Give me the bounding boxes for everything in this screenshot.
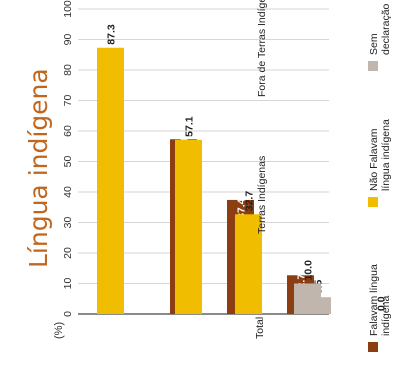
data-label: 87.3 — [106, 24, 118, 45]
unit-label: (%) — [53, 322, 65, 339]
tick-label: 50 — [62, 156, 74, 168]
legend-label: declaração — [380, 3, 392, 55]
bar — [235, 214, 262, 314]
bar — [97, 47, 124, 315]
category-label: Total — [254, 317, 266, 339]
tick-label: 100 — [62, 0, 74, 18]
data-label: 0.0 — [376, 296, 388, 311]
legend: Falavam língua indígena Não Falavam língua … — [368, 3, 392, 352]
legend-label: Falavam língua — [368, 264, 380, 336]
bar — [294, 283, 321, 314]
tick-label: 10 — [62, 278, 74, 290]
tick-label: 90 — [62, 34, 74, 46]
tick-label: 0 — [62, 311, 74, 317]
legend-swatch — [368, 61, 378, 71]
tick-label: 40 — [62, 186, 74, 198]
data-label: 57.1 — [184, 116, 196, 137]
legend-label: língua indígena — [380, 119, 392, 191]
tick-label: 20 — [62, 247, 74, 259]
legend-swatch — [368, 342, 378, 352]
legend-label: Não Falavam — [368, 128, 380, 191]
tick-label: 80 — [62, 64, 74, 76]
category-labels: Total Terras Indígenas Fora de Terras Indí… — [254, 0, 268, 339]
legend-swatch — [368, 197, 378, 207]
data-label: 32.7 — [244, 191, 256, 212]
data-label: 10.0 — [303, 260, 315, 281]
tick-label: 60 — [62, 125, 74, 137]
data-label: 37.4 — [236, 198, 248, 219]
tick-label: 70 — [62, 95, 74, 107]
chart-title: Língua indígena — [24, 68, 53, 268]
tick-label: 30 — [62, 217, 74, 229]
legend-label: indígena — [380, 296, 392, 336]
category-label: Fora de Terras Indígenas — [256, 0, 268, 97]
bars: 37.457.312.757.132.787.35.510.00.0 — [97, 24, 388, 315]
category-label: Terras Indígenas — [256, 156, 268, 234]
bar — [175, 139, 202, 314]
legend-label: Sem — [368, 33, 380, 55]
